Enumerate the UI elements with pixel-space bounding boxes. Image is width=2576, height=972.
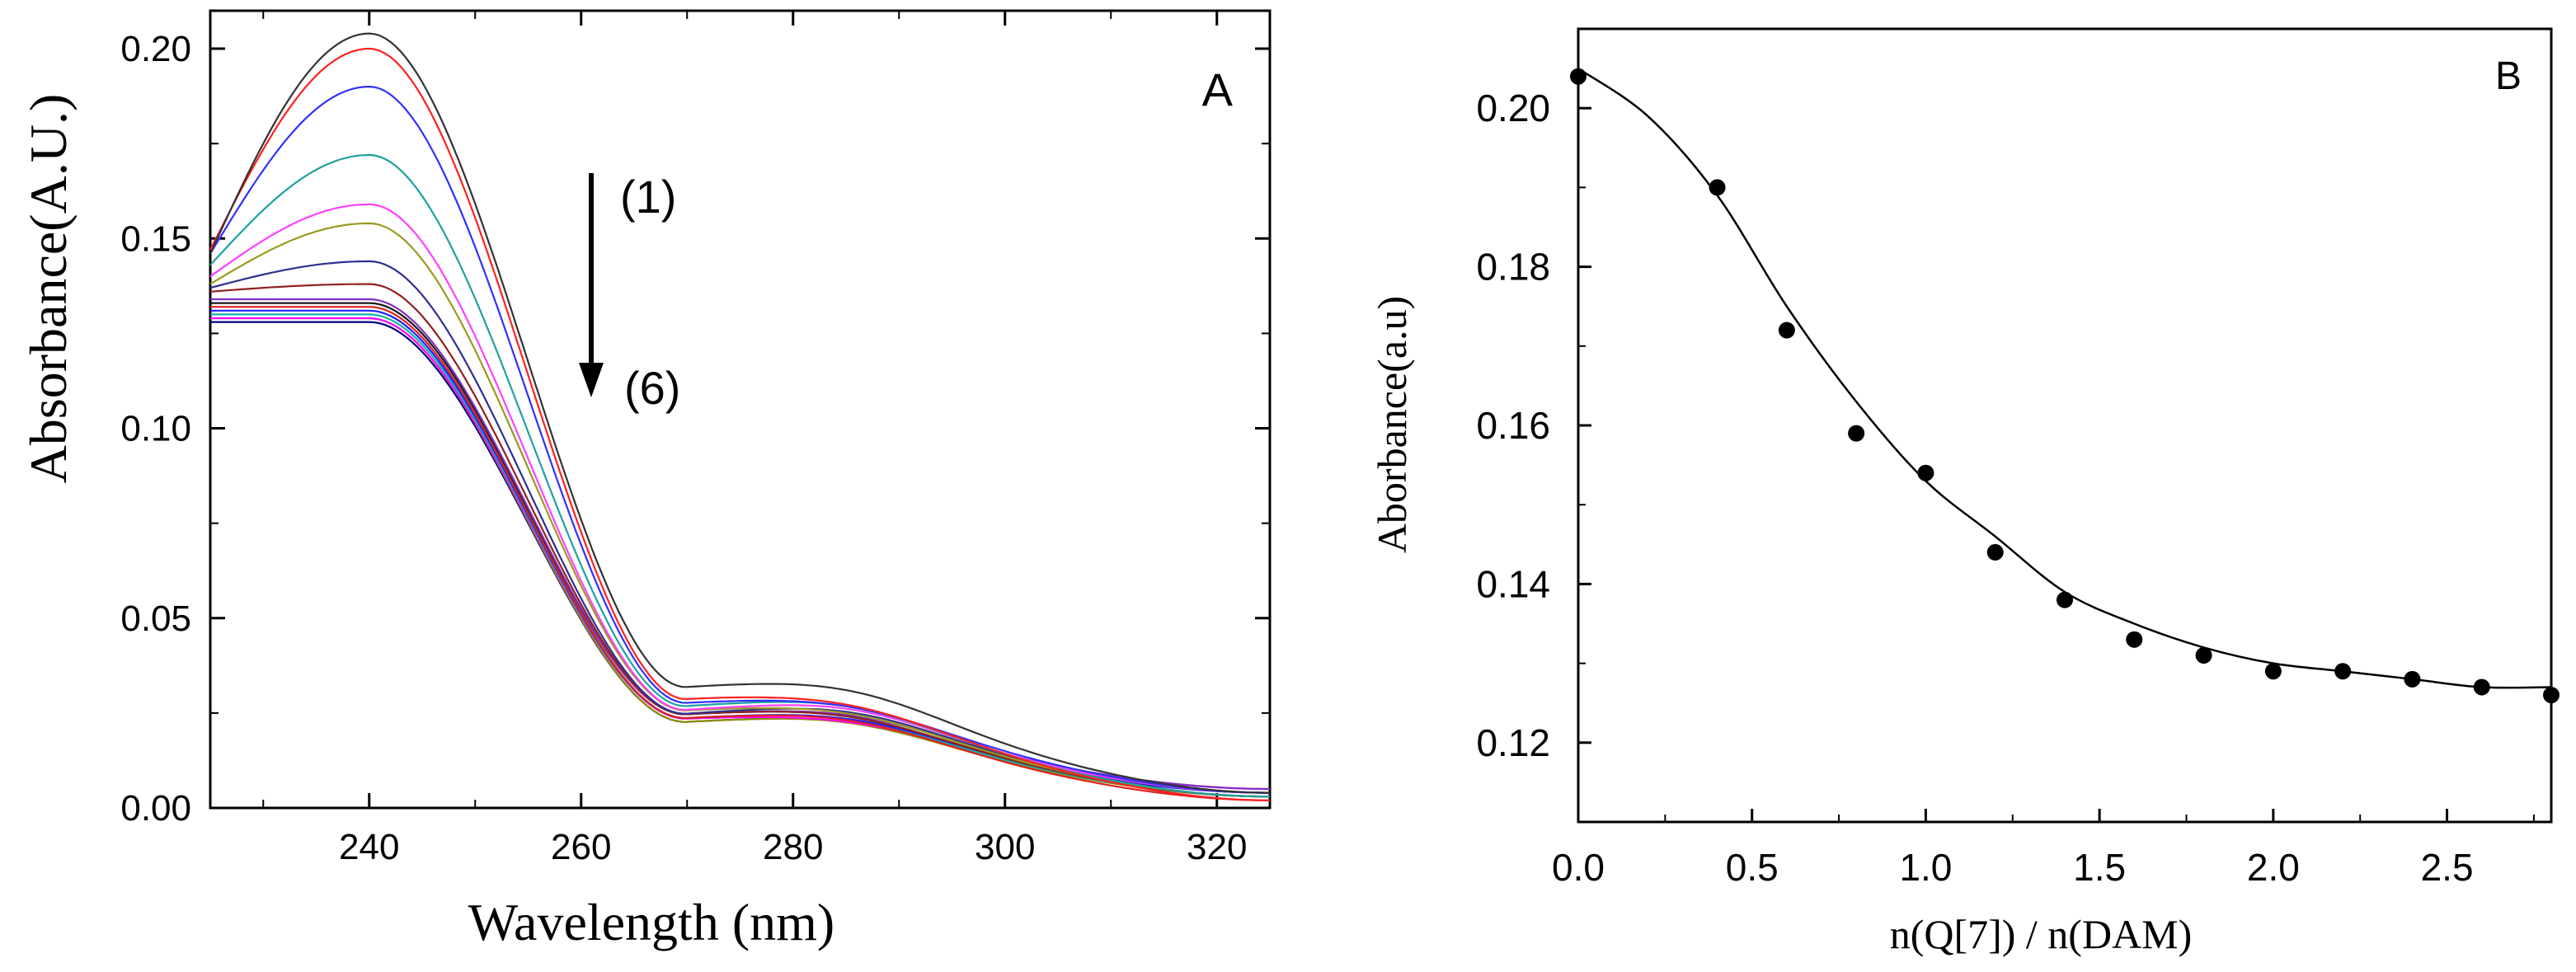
panel-b-ticks [1577, 28, 2535, 822]
spectrum-line [209, 153, 1270, 798]
panel-a-x-tick-labels: 240 260 280 300 320 [339, 827, 1247, 867]
a-x-tick-label: 280 [763, 827, 823, 867]
data-point [2195, 646, 2212, 664]
b-x-tick-label: 1.5 [2073, 846, 2126, 889]
panel-b-y-axis-label: Aborbance(a.u) [1369, 296, 1415, 553]
data-point [1986, 543, 2004, 561]
panel-a-y-axis-label: Absorbance(A.U.) [19, 94, 78, 484]
data-point [2057, 591, 2073, 608]
panel-a-frame [209, 9, 1272, 810]
spectrum-line [209, 32, 1271, 794]
spectrum-line [209, 203, 1270, 794]
panel-b-x-axis-label: n(Q[7]) / n(DAM) [1890, 911, 2193, 957]
b-x-tick-label: 2.5 [2421, 846, 2474, 889]
panel-b-x-tick-labels: 0.0 0.5 1.0 1.5 2.0 2.5 [1552, 846, 2474, 889]
annotation-end-label: (6) [624, 362, 680, 414]
spectrum-line [209, 85, 1270, 794]
b-y-tick-label: 0.20 [1476, 87, 1550, 129]
panel-b-data-points [1570, 68, 2560, 704]
a-y-tick-label: 0.10 [120, 409, 191, 449]
panel-a-x-axis-label: Wavelength (nm) [468, 893, 834, 951]
data-point [1570, 68, 1586, 85]
b-y-tick-label: 0.16 [1476, 404, 1550, 447]
a-y-tick-label: 0.20 [120, 29, 191, 69]
data-point [2264, 663, 2282, 680]
data-point [2404, 670, 2421, 688]
spectrum-line [210, 317, 1270, 798]
trend-arrow [579, 173, 604, 397]
b-y-tick-label: 0.14 [1476, 562, 1550, 605]
data-point [1778, 322, 1795, 339]
b-x-tick-label: 0.5 [1726, 846, 1779, 889]
a-y-tick-label: 0.15 [120, 218, 191, 259]
b-y-tick-label: 0.12 [1476, 721, 1550, 764]
spectrum-line [210, 317, 1270, 791]
annotation-start-label: (1) [620, 171, 676, 223]
a-x-tick-label: 320 [1187, 827, 1247, 867]
b-x-tick-label: 1.0 [1899, 846, 1952, 889]
data-point [1917, 464, 1934, 481]
panel-a-spectra [209, 32, 1271, 801]
spectrum-line [210, 313, 1270, 798]
panel-a-ticks [210, 11, 1270, 810]
data-point [1709, 179, 1726, 196]
a-x-tick-label: 300 [975, 827, 1035, 867]
data-point [1848, 425, 1865, 442]
panel-a: 240 260 280 300 320 0.00 0.05 0.10 0.15 0.20 Wav… [19, 9, 1272, 951]
b-x-tick-label: 2.0 [2247, 846, 2300, 889]
a-x-tick-label: 240 [339, 827, 399, 867]
a-y-tick-label: 0.05 [120, 599, 191, 639]
panel-b-frame [1577, 27, 2553, 824]
trend-arrow-head [579, 363, 604, 397]
panel-b-y-tick-labels: 0.12 0.14 0.16 0.18 0.20 [1476, 87, 1550, 764]
panel-a-y-tick-labels: 0.00 0.05 0.10 0.15 0.20 [120, 29, 191, 829]
data-point [2334, 663, 2352, 680]
b-y-tick-label: 0.18 [1476, 246, 1550, 289]
panel-a-label: A [1202, 63, 1234, 115]
a-y-tick-label: 0.00 [120, 788, 191, 829]
b-x-tick-label: 0.0 [1552, 846, 1605, 889]
data-point [2473, 679, 2490, 696]
spectrum-line [209, 47, 1270, 801]
panel-b: 0.0 0.5 1.0 1.5 2.0 2.5 0.120.140.160.180.20 … [1369, 27, 2560, 957]
data-point [2543, 687, 2560, 704]
a-x-tick-label: 260 [551, 827, 611, 867]
spectrum-line [210, 321, 1270, 794]
panel-b-fit-curve [1577, 68, 2552, 689]
spectrum-line [210, 306, 1270, 801]
spectrum-line [210, 302, 1270, 798]
panel-b-label: B [2495, 54, 2522, 98]
data-point [2126, 631, 2143, 648]
